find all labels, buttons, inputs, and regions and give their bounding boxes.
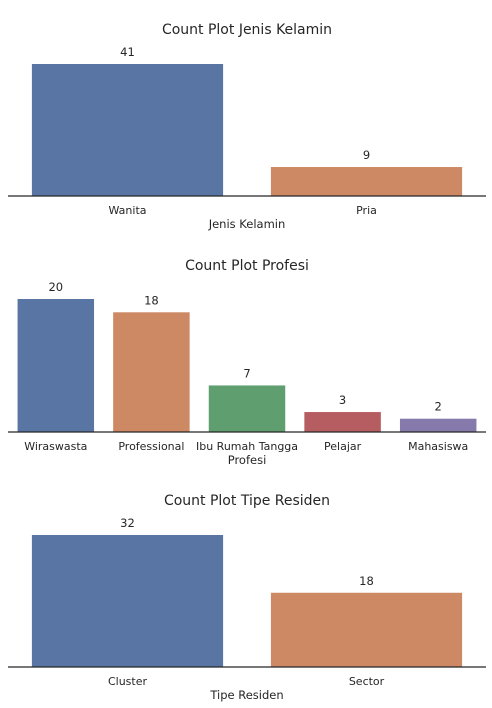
chart-title: Count Plot Jenis Kelamin bbox=[162, 22, 332, 38]
bar-wanita bbox=[31, 64, 224, 196]
chart-panel-2: Count Plot Profesi 20 Wiraswasta 18 Professi… bbox=[8, 258, 486, 467]
x-tick-label: Ibu Rumah Tangga bbox=[196, 440, 298, 453]
chart-title: Count Plot Tipe Residen bbox=[164, 493, 330, 509]
data-label: 18 bbox=[359, 574, 374, 588]
x-tick-label: Professional bbox=[118, 440, 184, 453]
bar-ibu-rumah-tangga bbox=[208, 385, 286, 432]
data-label: 18 bbox=[144, 293, 159, 307]
bar-cluster bbox=[31, 535, 224, 667]
x-tick-label: Wiraswasta bbox=[24, 440, 87, 453]
data-label: 32 bbox=[120, 516, 135, 530]
chart-panel-3: Count Plot Tipe Residen 32 Cluster 18 Sector… bbox=[8, 493, 486, 702]
data-label: 41 bbox=[120, 45, 135, 59]
data-label: 7 bbox=[243, 366, 250, 380]
data-label: 9 bbox=[363, 148, 370, 162]
x-tick-label: Sector bbox=[349, 675, 385, 688]
x-tick-label: Wanita bbox=[109, 204, 147, 217]
x-axis-label: Profesi bbox=[228, 453, 267, 467]
x-tick-label: Cluster bbox=[108, 675, 148, 688]
x-axis-label: Tipe Residen bbox=[209, 688, 283, 702]
bar-mahasiswa bbox=[399, 418, 477, 432]
chart-title: Count Plot Profesi bbox=[185, 258, 309, 274]
x-tick-label: Mahasiswa bbox=[408, 440, 468, 453]
bar-professional bbox=[113, 312, 190, 432]
x-tick-label: Pria bbox=[356, 204, 377, 217]
chart-panel-1: Count Plot Jenis Kelamin 41 Wanita 9 Pria Jen… bbox=[8, 22, 486, 231]
data-label: 2 bbox=[435, 400, 442, 414]
bar-sector bbox=[270, 592, 463, 667]
bar-pelajar bbox=[304, 412, 381, 432]
data-label: 3 bbox=[339, 393, 346, 407]
bar-wiraswasta bbox=[17, 299, 95, 432]
bar-pria bbox=[270, 167, 463, 196]
x-tick-label: Pelajar bbox=[324, 440, 362, 453]
data-label: 20 bbox=[48, 280, 63, 294]
x-axis-label: Jenis Kelamin bbox=[208, 217, 286, 231]
